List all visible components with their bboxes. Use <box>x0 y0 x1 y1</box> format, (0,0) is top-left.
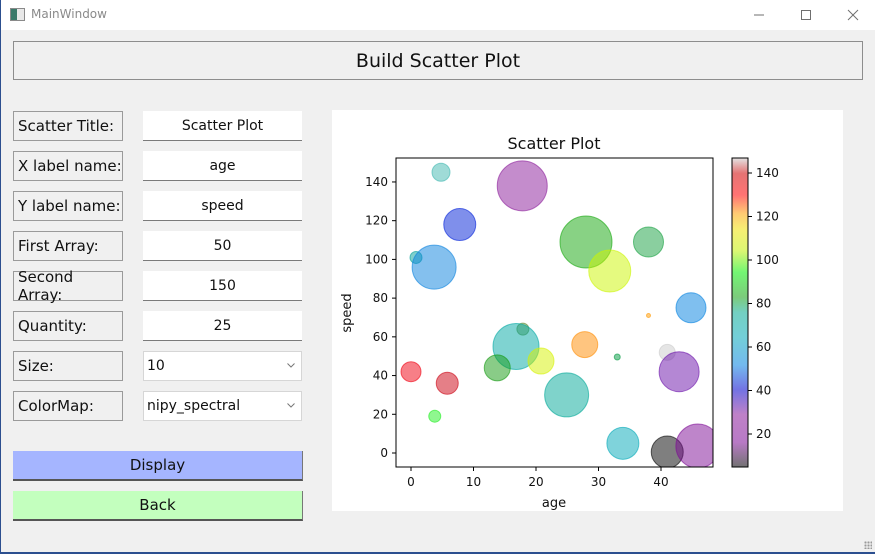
maximize-icon <box>801 10 811 20</box>
scatter-title-input[interactable]: Scatter Plot <box>143 111 302 141</box>
svg-text:80: 80 <box>373 291 388 305</box>
first-array-label: First Array: <box>13 231 123 261</box>
minimize-icon <box>754 14 764 16</box>
scatter-title-label: Scatter Title: <box>13 111 123 141</box>
data-point <box>496 160 548 212</box>
svg-text:20: 20 <box>373 407 388 421</box>
colorbar-frame <box>731 157 749 468</box>
y-label-name-label: Y label name: <box>13 191 123 221</box>
maximize-button[interactable] <box>783 0 829 30</box>
y-label-name-input[interactable]: speed <box>143 191 302 221</box>
app-icon <box>10 8 25 21</box>
data-point <box>658 351 700 393</box>
scatter-plot-canvas: Scatter Plot 0 10 20 30 40 0 20 40 60 80 100 120 14… <box>332 110 843 511</box>
svg-text:30: 30 <box>591 475 606 489</box>
size-label: Size: <box>13 351 123 381</box>
close-icon <box>847 9 859 21</box>
second-array-label: Second Array: <box>13 268 123 304</box>
data-point <box>428 409 442 423</box>
scatter-chart: Scatter Plot 0 10 20 30 40 0 20 40 60 80 100 120 14… <box>340 134 779 511</box>
data-point <box>675 423 713 467</box>
data-point <box>633 226 664 258</box>
chevron-down-icon <box>287 363 295 368</box>
svg-text:140: 140 <box>365 175 388 189</box>
svg-text:100: 100 <box>365 252 388 266</box>
y-axis-label: speed <box>340 293 355 332</box>
colormap-dropdown[interactable]: nipy_spectral <box>143 391 302 421</box>
data-point <box>588 249 632 293</box>
svg-text:10: 10 <box>466 475 481 489</box>
svg-text:0: 0 <box>407 475 415 489</box>
chart-title: Scatter Plot <box>508 134 601 153</box>
scatter-points <box>400 160 713 467</box>
svg-text:120: 120 <box>756 210 779 224</box>
data-point <box>571 331 599 359</box>
resize-grip[interactable] <box>864 541 872 549</box>
svg-text:40: 40 <box>756 384 771 398</box>
data-point <box>400 361 422 383</box>
size-dropdown-value: 10 <box>147 358 165 374</box>
chevron-down-icon <box>287 403 295 408</box>
colorbar <box>732 158 748 467</box>
data-point <box>431 162 451 182</box>
svg-text:80: 80 <box>756 297 771 311</box>
close-button[interactable] <box>830 0 875 30</box>
data-point <box>483 354 511 382</box>
svg-text:20: 20 <box>528 475 543 489</box>
data-point <box>435 371 459 395</box>
svg-text:140: 140 <box>756 166 779 180</box>
first-array-input[interactable]: 50 <box>143 231 302 261</box>
data-point <box>646 313 651 319</box>
svg-text:40: 40 <box>373 369 388 383</box>
data-point <box>544 372 590 418</box>
svg-text:60: 60 <box>373 330 388 344</box>
data-point <box>613 353 621 361</box>
plot-area <box>395 157 714 468</box>
title-bar: MainWindow <box>1 0 875 30</box>
data-point <box>675 292 707 324</box>
svg-text:40: 40 <box>653 475 668 489</box>
svg-text:20: 20 <box>756 427 771 441</box>
size-dropdown[interactable]: 10 <box>143 351 302 381</box>
second-array-input[interactable]: 150 <box>143 271 302 301</box>
display-button[interactable]: Display <box>13 451 303 481</box>
quantity-label: Quantity: <box>13 311 123 341</box>
data-point <box>606 426 640 460</box>
data-point <box>527 347 555 375</box>
svg-text:120: 120 <box>365 214 388 228</box>
x-axis-ticks: 0 10 20 30 40 <box>407 467 669 489</box>
minimize-button[interactable] <box>736 0 782 30</box>
x-axis-label: age <box>542 496 566 511</box>
colormap-label: ColorMap: <box>13 391 123 421</box>
svg-text:60: 60 <box>756 340 771 354</box>
colormap-dropdown-value: nipy_spectral <box>147 398 241 414</box>
y-axis-ticks: 0 20 40 60 80 100 120 140 <box>365 175 396 460</box>
data-point <box>411 244 457 290</box>
build-scatter-plot-button[interactable]: Build Scatter Plot <box>13 41 863 80</box>
data-point <box>443 208 477 242</box>
window-title: MainWindow <box>31 7 107 21</box>
colorbar-ticks: 20 40 60 80 100 120 140 <box>748 166 779 441</box>
svg-text:0: 0 <box>380 446 388 460</box>
svg-text:100: 100 <box>756 253 779 267</box>
back-button[interactable]: Back <box>13 491 303 521</box>
x-label-name-label: X label name: <box>13 151 123 181</box>
quantity-input[interactable]: 25 <box>143 311 302 341</box>
x-label-name-input[interactable]: age <box>143 151 302 181</box>
